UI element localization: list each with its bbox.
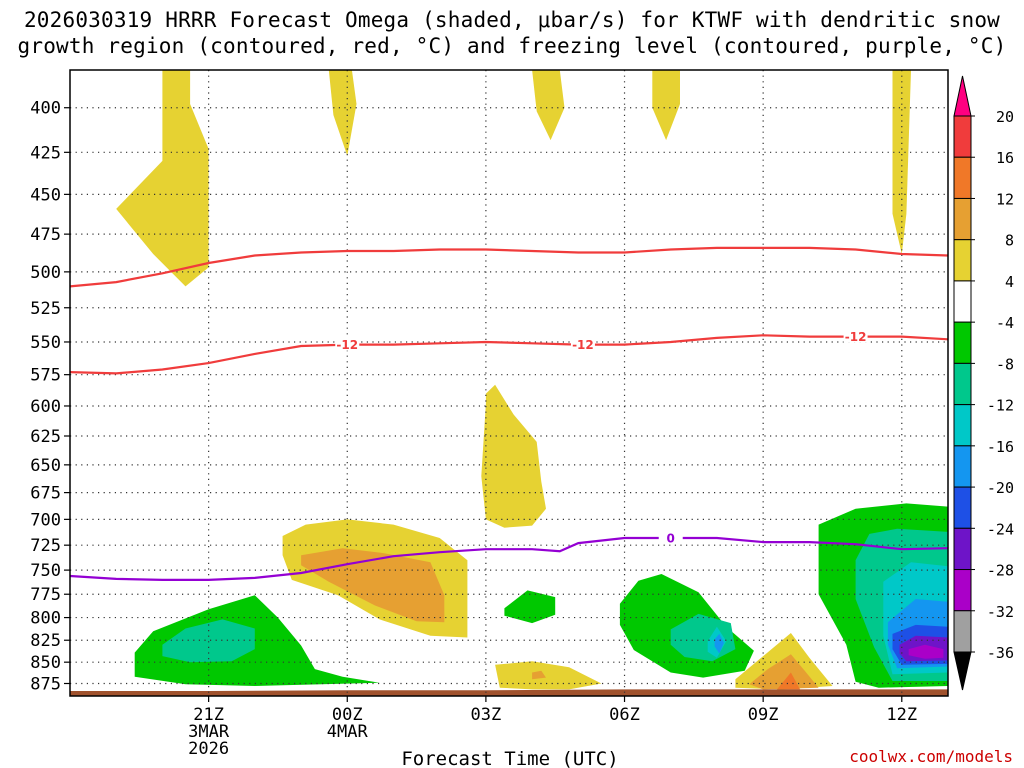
- colorbar-label-5: -4: [996, 314, 1014, 332]
- y-tick-label-800: 800: [30, 609, 61, 629]
- colorbar-band-6: [953, 362, 972, 406]
- contour-dgz-lower: [69, 334, 949, 375]
- x-tick-year-21Z: 2026: [188, 739, 229, 759]
- colorbar-band-9: [953, 486, 972, 529]
- y-tick-label-775: 775: [30, 585, 61, 605]
- y-tick-label-500: 500: [30, 263, 61, 283]
- plot-border: [69, 69, 949, 697]
- colorbar-band-0: [953, 115, 972, 158]
- colorbar-label-10: -24: [987, 520, 1014, 538]
- omega-m4-lower-04z: [504, 590, 556, 624]
- colorbar-label-9: -20: [987, 479, 1014, 497]
- x-tick-label-03Z: 03Z: [471, 705, 502, 725]
- y-axis: 400 425 450 475 500 525 550 575 600 625 650 675 700 7…: [30, 99, 70, 694]
- plot-frame: [69, 69, 949, 697]
- colorbar-label-11: -28: [987, 562, 1014, 580]
- omega-4-upper-12z: [892, 70, 911, 254]
- contour-label-bg: [335, 337, 360, 351]
- colorbar-band-5: [953, 321, 972, 364]
- colorbar-label-3: 8: [1005, 232, 1014, 250]
- omega-4-upper-04z: [532, 70, 565, 141]
- terrain-surface: [70, 689, 948, 696]
- colorbar-band-2: [953, 197, 972, 241]
- contour-label-bg: [570, 337, 595, 351]
- omega-4-upper-06z: [652, 70, 680, 141]
- y-tick-label-550: 550: [30, 333, 61, 353]
- contour-label-dgz-lower-2: -12: [845, 330, 867, 344]
- y-tick-label-750: 750: [30, 561, 61, 581]
- y-tick-label-650: 650: [30, 456, 61, 476]
- colorbar-band-10: [953, 527, 972, 571]
- colorbar-label-8: -16: [987, 438, 1014, 456]
- colorbar-arrow-top: [953, 75, 972, 117]
- contour-label-freezing-level-3: 0: [667, 532, 675, 546]
- terrain-fill: [70, 689, 948, 696]
- x-tick-label-09Z: 09Z: [748, 705, 779, 725]
- omega-8-near-sfc-04z: [532, 670, 546, 680]
- colorbar-label-7: -12: [987, 397, 1014, 415]
- y-tick-label-475: 475: [30, 225, 61, 245]
- y-tick-label-525: 525: [30, 299, 61, 319]
- omega-4-upper-left: [116, 70, 209, 287]
- omega-4-upper-00z: [328, 70, 357, 156]
- y-tick-label-425: 425: [30, 143, 61, 163]
- colorbar-band-7: [953, 404, 972, 447]
- x-axis-label: Forecast Time (UTC): [401, 748, 618, 768]
- y-tick-label-825: 825: [30, 631, 61, 651]
- colorbar-band-8: [953, 445, 972, 488]
- colorbar-arrow-bottom: [953, 651, 972, 691]
- y-tick-label-575: 575: [30, 366, 61, 386]
- x-tick-label-21Z: 21Z: [193, 705, 224, 725]
- x-tick-label-06Z: 06Z: [609, 705, 640, 725]
- y-tick-label-700: 700: [30, 510, 61, 530]
- colorbar-band-11: [953, 569, 972, 612]
- y-tick-label-450: 450: [30, 185, 61, 205]
- contour-dgz-upper: [69, 246, 949, 288]
- grid-lines: [70, 70, 948, 696]
- y-tick-label-850: 850: [30, 653, 61, 673]
- omega-shading: [116, 70, 948, 690]
- x-tick-label-12Z: 12Z: [886, 705, 917, 725]
- colorbar-band-12: [953, 610, 972, 653]
- colorbar-label-13: -36: [987, 644, 1014, 662]
- y-tick-label-600: 600: [30, 397, 61, 417]
- colorbar: 20 16 12 8 4 -4 -8 -12 -16 -20 -24 -28 -32 -36: [953, 75, 1014, 691]
- colorbar-band-4: [953, 280, 972, 323]
- y-tick-label-675: 675: [30, 484, 61, 504]
- credit-text: coolwx.com/models: [849, 747, 1013, 766]
- y-tick-label-625: 625: [30, 427, 61, 447]
- chart-title-line-2: growth region (contoured, red, °C) and f…: [17, 34, 1007, 58]
- contour-label-dgz-lower-1: -12: [572, 338, 594, 352]
- y-tick-label-400: 400: [30, 99, 61, 119]
- x-tick-label-00Z: 00Z: [332, 705, 363, 725]
- contour-label-bg: [658, 531, 683, 545]
- y-tick-label-875: 875: [30, 674, 61, 694]
- colorbar-label-6: -8: [996, 355, 1014, 373]
- contour-lines: -12 -12 -12 0: [69, 246, 949, 581]
- colorbar-band-3: [953, 239, 972, 282]
- x-tick-date-00Z: 4MAR: [327, 722, 369, 742]
- omega-m16-lower-07z: [714, 633, 724, 654]
- omega-m8-lower-21z: [162, 619, 255, 663]
- y-tick-label-725: 725: [30, 536, 61, 556]
- omega-m4-lower-21z: [134, 595, 380, 686]
- colorbar-label-2: 12: [996, 190, 1014, 208]
- chart-title-line-1: 2026030319 HRRR Forecast Omega (shaded, …: [23, 8, 1001, 32]
- omega-m28-lower-12z: [908, 644, 944, 659]
- omega-4-mid-03z: [481, 384, 546, 528]
- colorbar-label-12: -32: [987, 603, 1014, 621]
- colorbar-label-4: 4: [1005, 273, 1014, 291]
- contour-label-dgz-lower-0: -12: [336, 338, 358, 352]
- omega-12-near-sfc-09z: [777, 672, 801, 690]
- omega-8-near-sfc-09z: [749, 654, 819, 690]
- contour-label-bg: [843, 329, 868, 343]
- contour-freezing-level: [69, 536, 949, 581]
- colorbar-band-1: [953, 156, 972, 199]
- x-tick-date-21Z: 3MAR: [188, 722, 230, 742]
- omega-4-near-sfc-04z: [495, 661, 602, 690]
- colorbar-label-0: 20: [996, 108, 1014, 126]
- colorbar-label-1: 16: [996, 149, 1014, 167]
